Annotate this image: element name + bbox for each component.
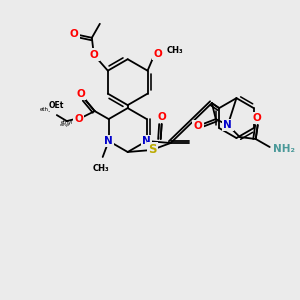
Text: O: O bbox=[89, 50, 98, 60]
Text: O: O bbox=[194, 121, 202, 131]
Text: NH₂: NH₂ bbox=[273, 144, 295, 154]
Text: OEt: OEt bbox=[49, 101, 64, 110]
Text: O: O bbox=[252, 113, 261, 123]
Text: ethyl: ethyl bbox=[40, 107, 54, 112]
Text: N: N bbox=[142, 136, 151, 146]
Text: ethyl: ethyl bbox=[60, 120, 73, 124]
Text: O: O bbox=[157, 112, 166, 122]
Text: O: O bbox=[76, 89, 85, 99]
Text: O: O bbox=[89, 50, 98, 60]
Text: O: O bbox=[76, 89, 85, 99]
Text: N: N bbox=[104, 136, 113, 146]
Text: O: O bbox=[74, 114, 83, 124]
Text: N: N bbox=[224, 120, 232, 130]
Text: O: O bbox=[74, 114, 83, 124]
Text: O: O bbox=[153, 49, 162, 59]
Text: O: O bbox=[70, 29, 78, 39]
Text: O: O bbox=[194, 121, 202, 131]
Text: O: O bbox=[153, 49, 162, 59]
Text: S: S bbox=[148, 143, 157, 157]
Text: N: N bbox=[104, 136, 113, 146]
Text: CH₃: CH₃ bbox=[167, 46, 183, 55]
Text: S: S bbox=[148, 143, 157, 157]
Text: N: N bbox=[142, 136, 151, 146]
Text: ethyl: ethyl bbox=[60, 123, 70, 127]
Text: N: N bbox=[224, 120, 232, 130]
Text: O: O bbox=[70, 29, 78, 39]
Text: O: O bbox=[157, 112, 166, 122]
Text: CH₃: CH₃ bbox=[92, 164, 109, 173]
Text: O: O bbox=[252, 113, 261, 123]
